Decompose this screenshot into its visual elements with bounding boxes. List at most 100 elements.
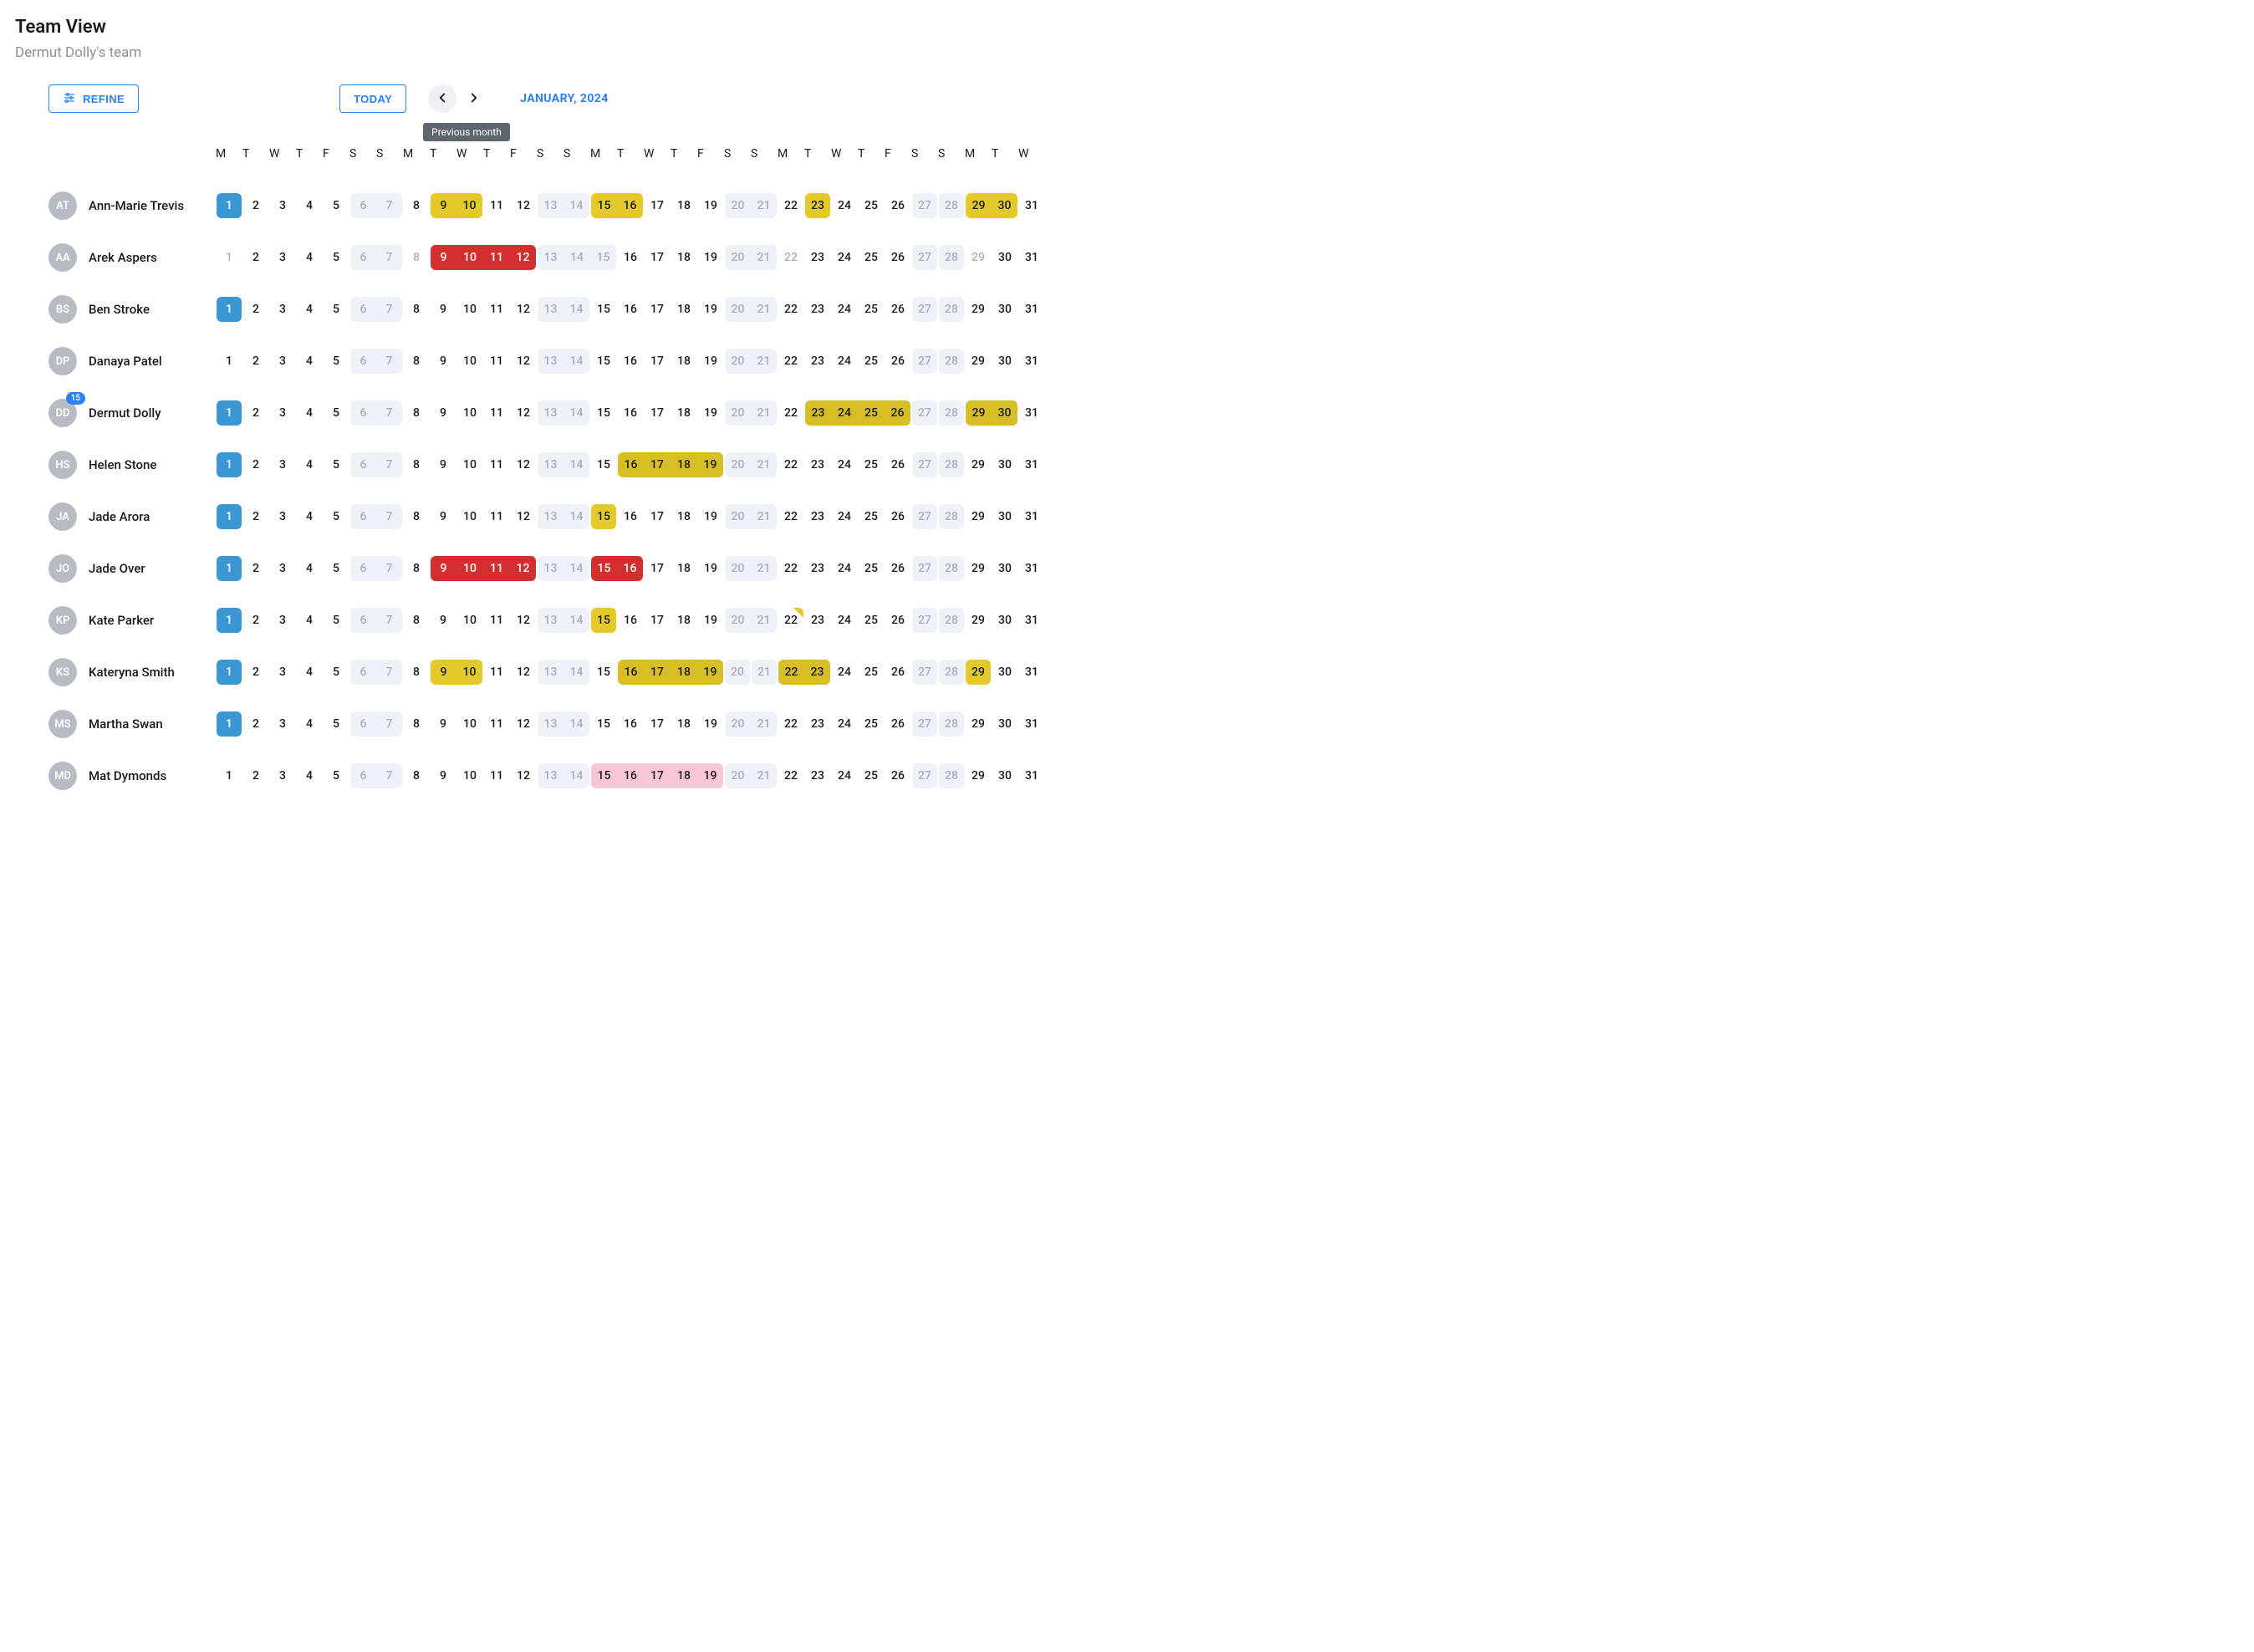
- day-cell[interactable]: 13: [538, 297, 564, 322]
- day-cell[interactable]: 14: [564, 349, 589, 374]
- day-cell[interactable]: 7: [376, 452, 402, 477]
- day-cell[interactable]: 26: [885, 245, 910, 270]
- day-cell[interactable]: 14: [564, 763, 589, 788]
- day-cell[interactable]: 26: [885, 452, 910, 477]
- day-cell[interactable]: 7: [376, 660, 402, 685]
- day-cell[interactable]: 8: [404, 193, 429, 218]
- day-cell[interactable]: 12: [511, 660, 536, 685]
- day-cell[interactable]: 15: [591, 452, 616, 477]
- day-cell[interactable]: 30: [992, 297, 1017, 322]
- day-cell[interactable]: 15: [590, 245, 616, 270]
- day-cell[interactable]: 2: [243, 400, 268, 426]
- day-cell[interactable]: 5: [324, 763, 349, 788]
- day-cell[interactable]: 1: [217, 711, 242, 737]
- day-cell[interactable]: 25: [859, 660, 884, 685]
- day-cell[interactable]: 8: [404, 556, 429, 581]
- day-cell[interactable]: 24: [832, 452, 857, 477]
- day-cell[interactable]: 16: [618, 452, 644, 477]
- day-cell[interactable]: 27: [912, 608, 937, 633]
- day-cell[interactable]: 24: [832, 297, 857, 322]
- day-cell[interactable]: 21: [752, 660, 777, 685]
- day-cell[interactable]: 11: [484, 349, 509, 374]
- day-cell[interactable]: 28: [939, 608, 964, 633]
- day-cell[interactable]: 7: [376, 245, 402, 270]
- day-cell[interactable]: 3: [270, 297, 295, 322]
- day-cell[interactable]: 11: [484, 297, 509, 322]
- day-cell[interactable]: 19: [698, 193, 723, 218]
- day-cell[interactable]: 18: [671, 711, 696, 737]
- day-cell[interactable]: 20: [725, 608, 751, 633]
- person-cell[interactable]: JOJade Over: [15, 543, 216, 594]
- day-cell[interactable]: 11: [484, 504, 509, 529]
- day-cell[interactable]: 23: [805, 763, 830, 788]
- day-cell[interactable]: 16: [618, 504, 643, 529]
- day-cell[interactable]: 30: [992, 556, 1017, 581]
- day-cell[interactable]: 11: [484, 711, 509, 737]
- day-cell[interactable]: 2: [243, 504, 268, 529]
- day-cell[interactable]: 31: [1019, 660, 1044, 685]
- day-cell[interactable]: 27: [912, 763, 937, 788]
- day-cell[interactable]: 12: [511, 193, 536, 218]
- day-cell[interactable]: 31: [1019, 556, 1044, 581]
- day-cell[interactable]: 29: [966, 297, 991, 322]
- day-cell[interactable]: 9: [431, 556, 456, 581]
- day-cell[interactable]: 17: [644, 660, 671, 685]
- day-cell[interactable]: 7: [376, 556, 402, 581]
- day-cell[interactable]: 5: [324, 608, 349, 633]
- day-cell[interactable]: 5: [324, 452, 349, 477]
- day-cell[interactable]: 10: [457, 297, 482, 322]
- day-cell[interactable]: 26: [885, 763, 910, 788]
- day-cell[interactable]: 28: [939, 504, 964, 529]
- day-cell[interactable]: 17: [645, 504, 670, 529]
- day-cell[interactable]: 21: [751, 297, 777, 322]
- day-cell[interactable]: 27: [912, 400, 937, 426]
- day-cell[interactable]: 3: [270, 608, 295, 633]
- day-cell[interactable]: 22: [778, 763, 803, 788]
- day-cell[interactable]: 30: [992, 711, 1017, 737]
- day-cell[interactable]: 29: [966, 763, 991, 788]
- day-cell[interactable]: 23: [804, 660, 830, 685]
- day-cell[interactable]: 21: [751, 763, 777, 788]
- day-cell[interactable]: 1: [217, 763, 242, 788]
- day-cell[interactable]: 15: [591, 660, 616, 685]
- day-cell[interactable]: 15: [591, 297, 616, 322]
- day-cell[interactable]: 13: [538, 400, 564, 426]
- avatar[interactable]: HS: [48, 451, 77, 479]
- day-cell[interactable]: 9: [431, 349, 456, 374]
- person-cell[interactable]: BSBen Stroke: [15, 283, 216, 335]
- day-cell[interactable]: 1: [217, 193, 242, 218]
- day-cell[interactable]: 19: [698, 245, 723, 270]
- day-cell[interactable]: 15: [591, 556, 617, 581]
- day-cell[interactable]: 22: [778, 452, 803, 477]
- day-cell[interactable]: 19: [698, 608, 723, 633]
- day-cell[interactable]: 20: [725, 193, 751, 218]
- day-cell[interactable]: 8: [404, 297, 429, 322]
- day-cell[interactable]: 16: [618, 608, 643, 633]
- day-cell[interactable]: 27: [912, 711, 937, 737]
- day-cell[interactable]: 12: [510, 556, 536, 581]
- day-cell[interactable]: 15: [591, 711, 616, 737]
- day-cell[interactable]: 13: [538, 556, 564, 581]
- day-cell[interactable]: 23: [805, 400, 831, 426]
- day-cell[interactable]: 14: [564, 660, 589, 685]
- day-cell[interactable]: 9: [431, 660, 456, 685]
- day-cell[interactable]: 30: [992, 193, 1017, 218]
- avatar[interactable]: BS: [48, 295, 77, 324]
- day-cell[interactable]: 13: [538, 660, 564, 685]
- day-cell[interactable]: 8: [404, 245, 429, 270]
- day-cell[interactable]: 28: [939, 193, 964, 218]
- day-cell[interactable]: 19: [698, 556, 723, 581]
- day-cell[interactable]: 16: [617, 193, 643, 218]
- day-cell[interactable]: 3: [270, 349, 295, 374]
- day-cell[interactable]: 11: [484, 660, 509, 685]
- day-cell[interactable]: 18: [671, 608, 696, 633]
- day-cell[interactable]: 16: [618, 245, 643, 270]
- day-cell[interactable]: 14: [564, 504, 589, 529]
- day-cell[interactable]: 21: [751, 349, 777, 374]
- day-cell[interactable]: 22: [778, 193, 803, 218]
- day-cell[interactable]: 25: [859, 297, 884, 322]
- day-cell[interactable]: 18: [671, 660, 697, 685]
- day-cell[interactable]: 31: [1019, 193, 1044, 218]
- avatar[interactable]: MS: [48, 710, 77, 738]
- day-cell[interactable]: 25: [859, 452, 884, 477]
